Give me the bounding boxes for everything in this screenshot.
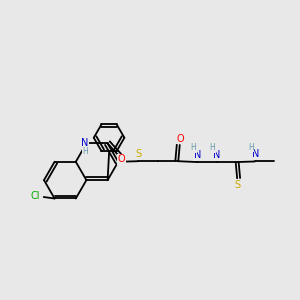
- Text: N: N: [194, 150, 202, 160]
- Text: S: S: [235, 180, 241, 190]
- Text: H: H: [82, 147, 88, 156]
- Text: H: H: [248, 143, 254, 152]
- Text: N: N: [252, 149, 259, 159]
- Text: O: O: [118, 154, 125, 164]
- Text: N: N: [81, 138, 88, 148]
- Text: S: S: [135, 149, 141, 159]
- Text: H: H: [190, 143, 196, 152]
- Text: N: N: [213, 150, 221, 160]
- Text: H: H: [209, 143, 215, 152]
- Text: O: O: [176, 134, 184, 143]
- Text: Cl: Cl: [30, 190, 40, 201]
